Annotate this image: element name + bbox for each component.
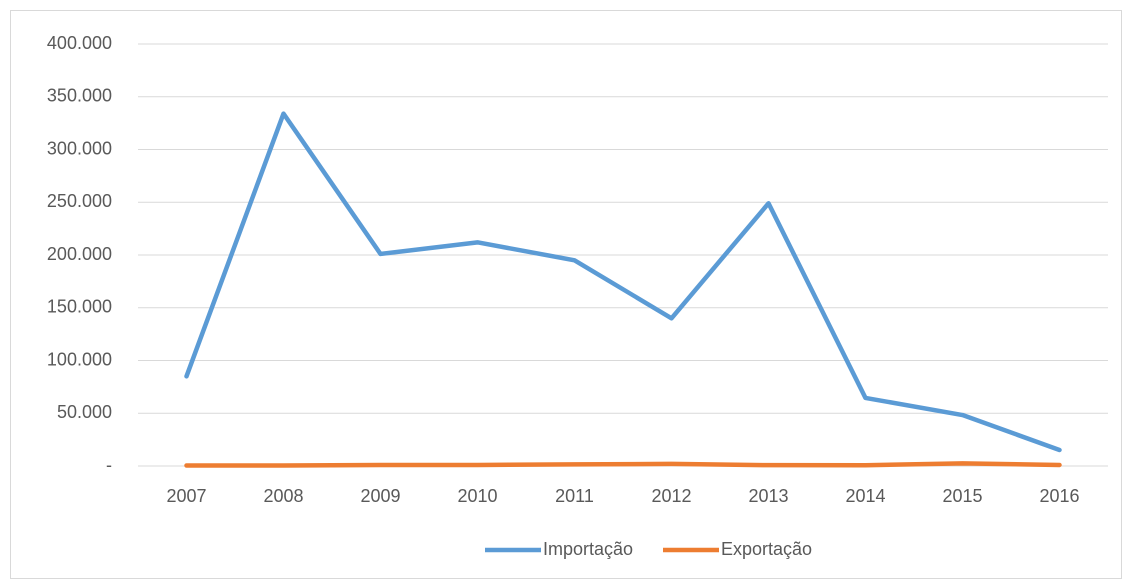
x-tick-label: 2013: [748, 486, 788, 506]
x-tick-label: 2008: [263, 486, 303, 506]
x-tick-label: 2011: [555, 486, 594, 506]
y-tick-label: 300.000: [47, 138, 112, 158]
y-tick-label: 150.000: [47, 297, 112, 317]
line-series: [184, 111, 1062, 453]
chart-border: [10, 10, 1122, 579]
x-tick-label: 2010: [457, 486, 497, 506]
y-tick-label: 200.000: [47, 244, 112, 264]
x-tick-label: 2014: [845, 486, 885, 506]
y-tick-label: 250.000: [47, 191, 112, 211]
y-tick-label: -: [106, 455, 112, 475]
x-tick-label: 2015: [942, 486, 982, 506]
line-series: [184, 461, 1062, 468]
x-tick-label: 2007: [166, 486, 206, 506]
y-tick-label: 100.000: [47, 349, 112, 369]
y-tick-label: 400.000: [47, 33, 112, 53]
legend-label: Exportação: [721, 539, 812, 559]
x-tick-label: 2012: [651, 486, 691, 506]
y-tick-label: 50.000: [57, 402, 112, 422]
x-tick-label: 2016: [1039, 486, 1079, 506]
y-tick-label: 350.000: [47, 86, 112, 106]
legend-label: Importação: [543, 539, 633, 559]
x-tick-label: 2009: [360, 486, 400, 506]
